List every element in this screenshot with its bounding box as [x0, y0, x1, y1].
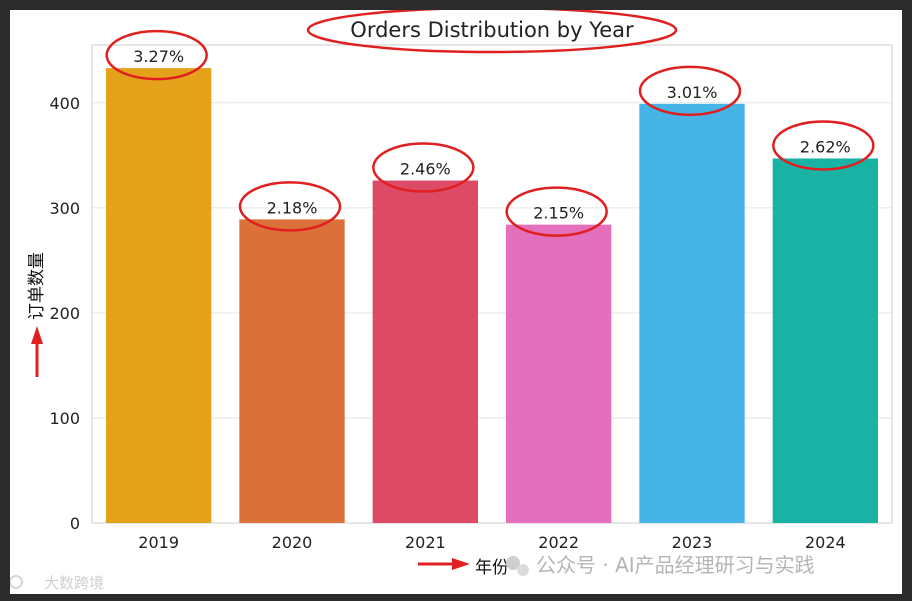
- data-label-highlight-ellipse: [372, 142, 475, 193]
- data-label: 3.27%: [133, 47, 184, 66]
- data-label: 2.46%: [400, 160, 451, 179]
- data-label-highlight-ellipse: [238, 181, 342, 232]
- data-label-highlight-ellipse: [638, 65, 742, 117]
- corner-watermark: 大数跨境: [10, 574, 104, 592]
- data-labels: 3.27% 2.18% 2.46% 2.15% 3.01% 2.62%: [105, 29, 875, 237]
- data-label-highlight-ellipse: [105, 29, 208, 81]
- y-label-arrow-icon: [31, 326, 43, 344]
- bar-2023: [639, 103, 745, 523]
- bar-2022: [506, 224, 612, 523]
- bar-chart: 0 100 200 300 400 2019 2020 2021 2022 2023 2024 3…: [10, 10, 893, 592]
- x-tick-label: 2023: [672, 533, 713, 552]
- title-highlight-ellipse: [306, 10, 678, 54]
- wechat-watermark: 公众号 · AI产品经理研习与实践: [506, 553, 815, 577]
- y-tick-label: 300: [49, 199, 80, 218]
- x-tick-label: 2021: [405, 533, 446, 552]
- y-axis-label: 订单数量: [27, 252, 47, 320]
- x-tick-label: 2022: [538, 533, 579, 552]
- y-ticks: 0 100 200 300 400: [49, 94, 80, 533]
- bars-layer: [106, 68, 878, 523]
- data-label-highlight-ellipse: [772, 120, 875, 171]
- bar-2024: [772, 158, 878, 523]
- x-tick-label: 2020: [272, 533, 313, 552]
- data-label-highlight-ellipse: [505, 186, 608, 237]
- wechat-watermark-text: 公众号 · AI产品经理研习与实践: [536, 553, 815, 577]
- plot-frame: [91, 44, 893, 524]
- x-tick-label: 2019: [138, 533, 179, 552]
- wechat-icon: [506, 556, 520, 570]
- y-tick-label: 100: [49, 409, 80, 428]
- x-ticks: 2019 2020 2021 2022 2023 2024: [138, 533, 845, 552]
- wechat-icon-secondary: [517, 564, 529, 576]
- grid-layer: [92, 102, 892, 524]
- data-label: 3.01%: [667, 83, 718, 102]
- data-label: 2.62%: [800, 137, 851, 156]
- bar-2020: [239, 219, 345, 523]
- x-tick-label: 2024: [805, 533, 846, 552]
- y-tick-label: 0: [70, 514, 80, 533]
- y-tick-label: 400: [49, 94, 80, 113]
- chart-title: Orders Distribution by Year: [350, 18, 634, 42]
- x-axis-label: 年份: [475, 558, 509, 578]
- chart-canvas: 0 100 200 300 400 2019 2020 2021 2022 2023 2024 3…: [10, 10, 902, 594]
- x-label-arrow-icon: [452, 558, 470, 570]
- bar-2019: [106, 68, 212, 523]
- bar-2021: [372, 180, 478, 523]
- corner-logo-icon: [10, 575, 23, 589]
- corner-watermark-text: 大数跨境: [44, 574, 104, 592]
- data-label: 2.15%: [533, 204, 584, 223]
- y-tick-label: 200: [49, 304, 80, 323]
- data-label: 2.18%: [267, 198, 318, 217]
